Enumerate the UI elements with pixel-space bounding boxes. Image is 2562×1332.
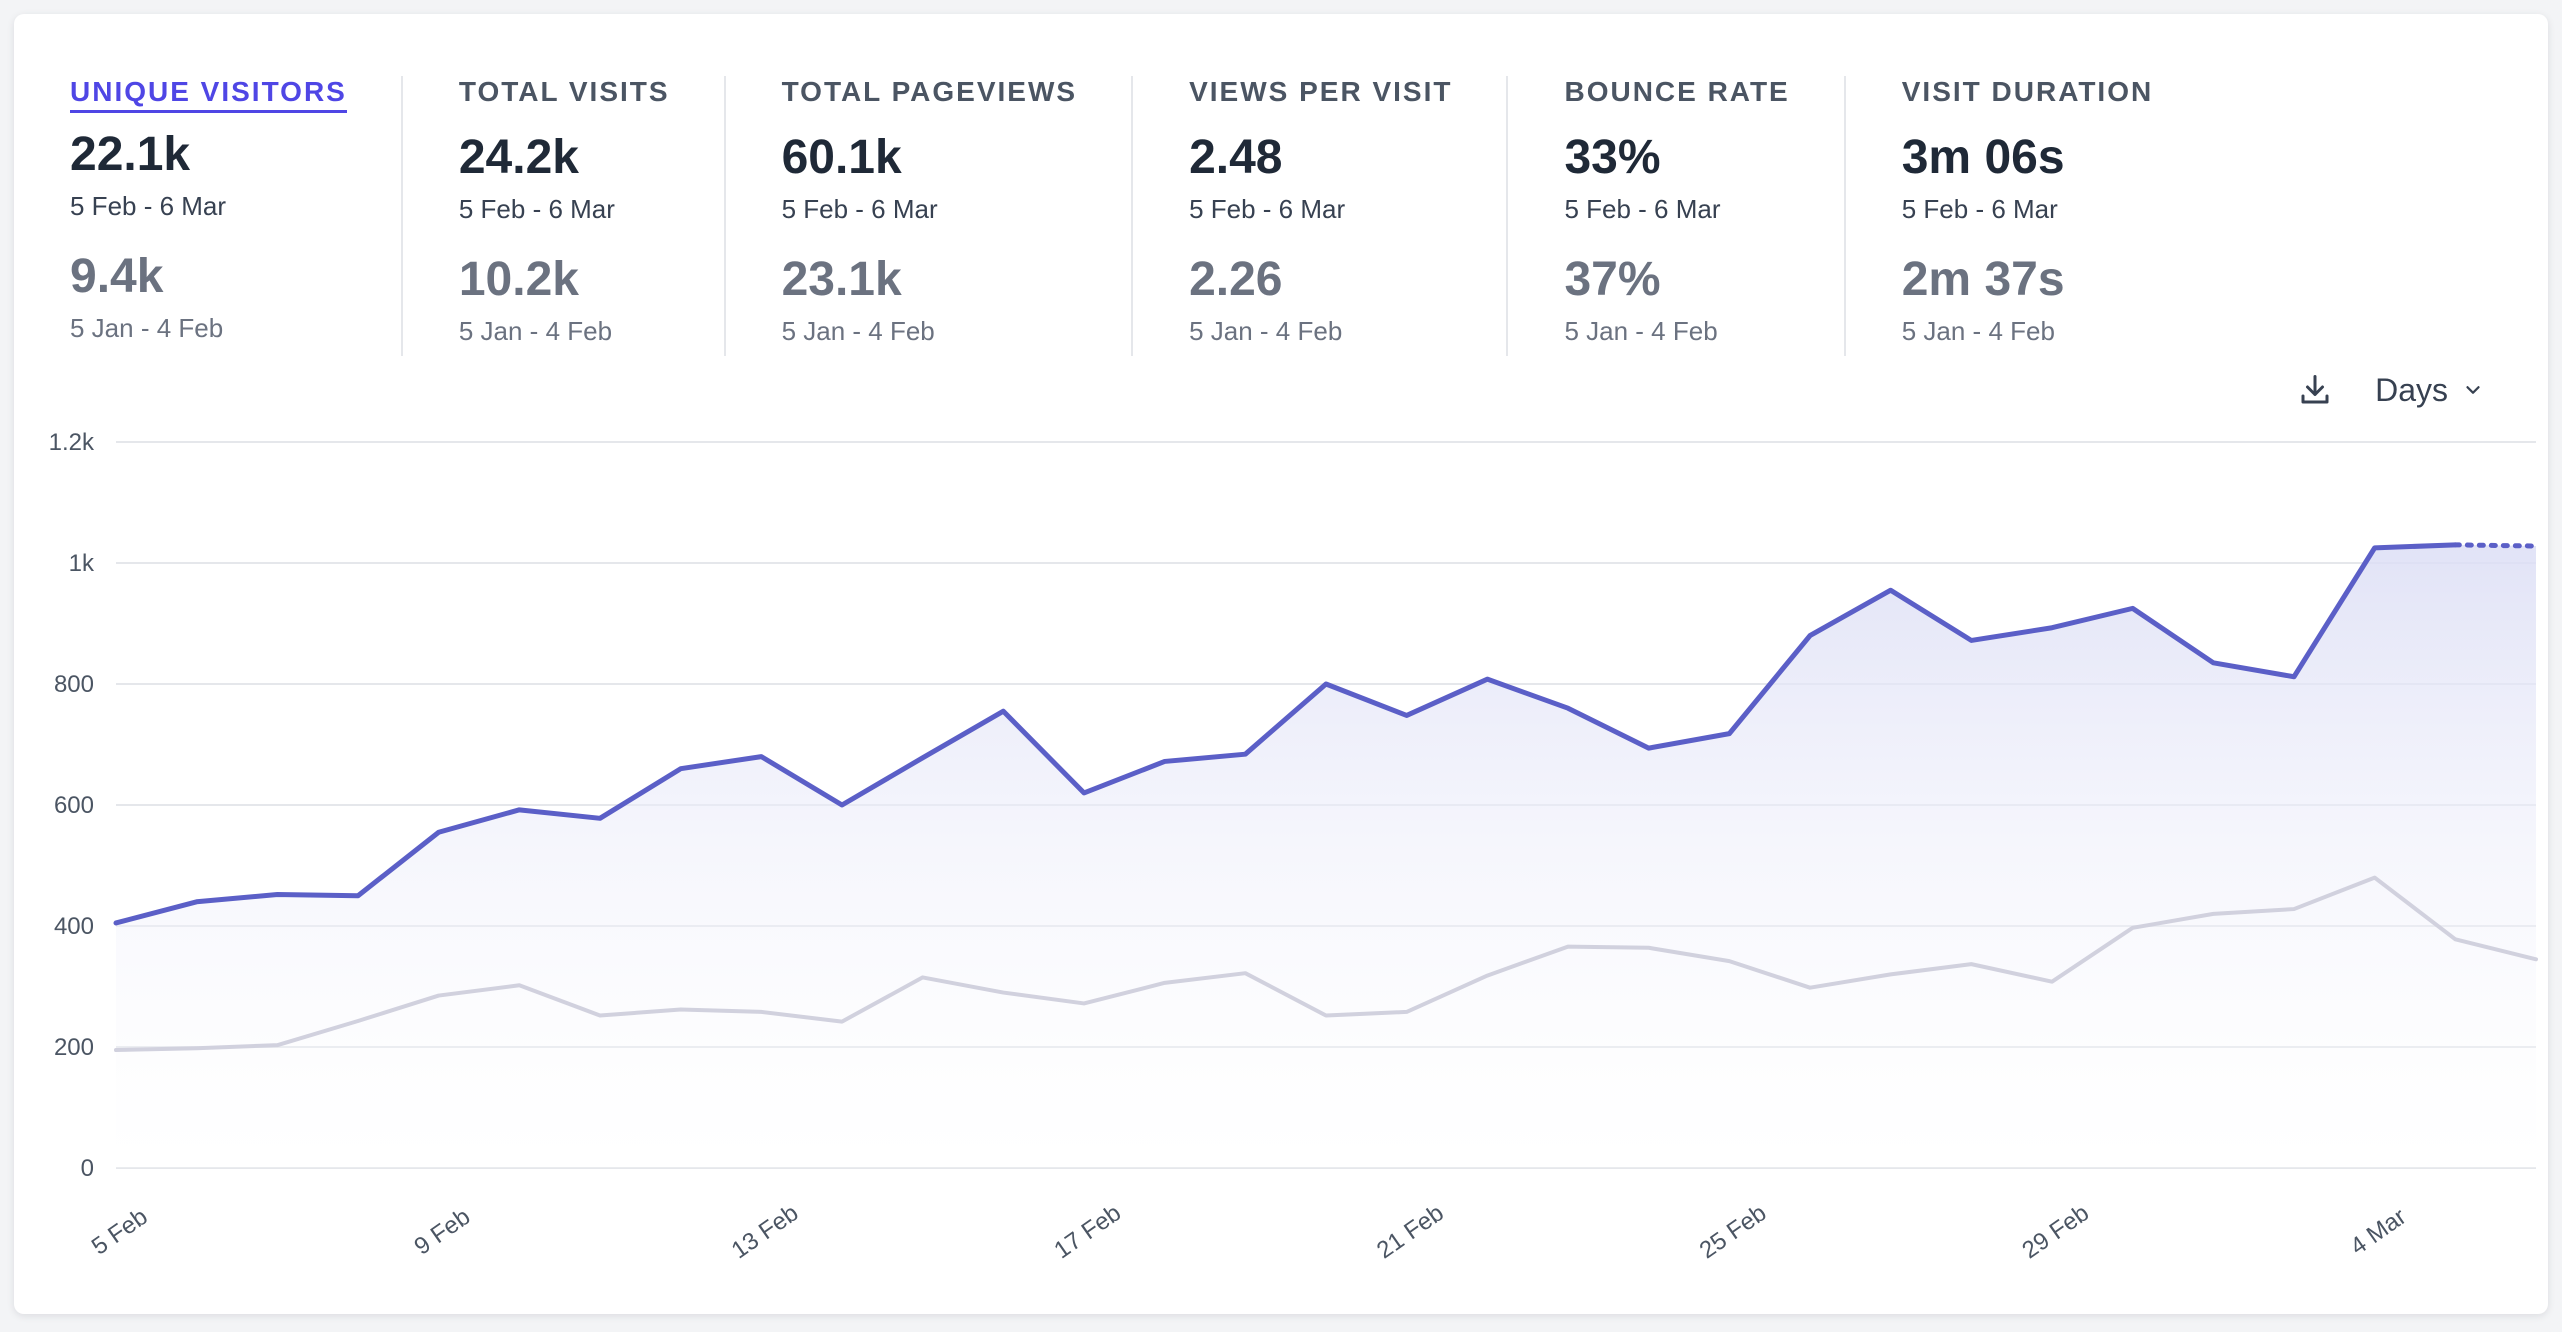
stat-previous-period: 5 Jan - 4 Feb <box>458 316 613 346</box>
stat-value: 60.1k <box>781 131 902 184</box>
stat-previous-value: 23.1k <box>781 253 902 306</box>
stat-period: 5 Feb - 6 Mar <box>458 194 615 224</box>
stat-label: VISIT DURATION <box>1901 76 2154 107</box>
stat-label: TOTAL PAGEVIEWS <box>781 76 1078 107</box>
current-period-line <box>113 542 2458 926</box>
y-tick-label: 600 <box>54 792 94 819</box>
stat-previous-value: 37% <box>1564 253 1661 306</box>
stat-value: 2.48 <box>1189 131 1283 184</box>
chart-controls: Days <box>2295 370 2484 410</box>
stats-row: UNIQUE VISITORS 22.1k 5 Feb - 6 Mar 9.4k… <box>70 58 2265 358</box>
stat-value: 33% <box>1564 131 1661 184</box>
x-tick-label: 17 Feb <box>1049 1199 1126 1264</box>
chevron-down-icon <box>2466 386 2480 394</box>
stat-period: 5 Feb - 6 Mar <box>1189 194 1346 224</box>
stat-bounce-rate[interactable]: BOUNCE RATE 33% 5 Feb - 6 Mar 37% 5 Jan … <box>1564 58 1847 358</box>
download-button[interactable] <box>2295 370 2335 410</box>
stat-label: VIEWS PER VISIT <box>1189 76 1453 107</box>
x-tick-label: 13 Feb <box>727 1199 804 1264</box>
stat-label: UNIQUE VISITORS <box>70 58 347 113</box>
x-tick-label: 29 Feb <box>2017 1199 2094 1264</box>
stat-period: 5 Feb - 6 Mar <box>1901 194 2058 224</box>
previous-period-line <box>114 875 2538 1053</box>
stat-unique-visitors[interactable]: UNIQUE VISITORS 22.1k 5 Feb - 6 Mar 9.4k… <box>70 58 403 358</box>
stat-previous-value: 9.4k <box>70 250 164 303</box>
dashboard-card: UNIQUE VISITORS 22.1k 5 Feb - 6 Mar 9.4k… <box>14 14 2548 1314</box>
y-tick-label: 400 <box>54 913 94 940</box>
x-tick-label: 25 Feb <box>1695 1199 1772 1264</box>
y-tick-label: 200 <box>54 1034 94 1061</box>
chart-series <box>113 542 2539 1053</box>
stat-value: 3m 06s <box>1901 131 2065 184</box>
visitors-chart: 0 200 400 600 800 1k 1.2k 5 Feb 9 Feb 13 Feb 17 Fe… <box>49 429 2539 1264</box>
interval-label: Days <box>2375 371 2448 408</box>
stat-value: 24.2k <box>458 131 579 184</box>
stat-previous-value: 10.2k <box>458 253 579 306</box>
y-tick-label: 1k <box>69 550 95 577</box>
stat-label: BOUNCE RATE <box>1564 76 1790 107</box>
interval-select[interactable]: Days <box>2375 372 2484 409</box>
stat-previous-period: 5 Jan - 4 Feb <box>1901 316 2055 346</box>
stat-previous-value: 2m 37s <box>1901 253 2065 306</box>
x-tick-label: 21 Feb <box>1372 1199 1449 1264</box>
stat-total-visits[interactable]: TOTAL VISITS 24.2k 5 Feb - 6 Mar 10.2k 5… <box>459 58 726 358</box>
stat-views-per-visit[interactable]: VIEWS PER VISIT 2.48 5 Feb - 6 Mar 2.26 … <box>1189 58 1509 358</box>
x-tick-label: 9 Feb <box>409 1203 475 1260</box>
stat-total-pageviews[interactable]: TOTAL PAGEVIEWS 60.1k 5 Feb - 6 Mar 23.1… <box>782 58 1134 358</box>
x-tick-label: 5 Feb <box>87 1203 153 1260</box>
stat-period: 5 Feb - 6 Mar <box>781 194 938 224</box>
y-tick-label: 1.2k <box>49 429 95 456</box>
stat-period: 5 Feb - 6 Mar <box>70 191 227 221</box>
stat-label: TOTAL VISITS <box>458 76 670 107</box>
stat-visit-duration[interactable]: VISIT DURATION 3m 06s 5 Feb - 6 Mar 2m 3… <box>1902 58 2209 358</box>
stat-previous-period: 5 Jan - 4 Feb <box>781 316 935 346</box>
stat-previous-period: 5 Jan - 4 Feb <box>1189 316 1343 346</box>
download-icon <box>2301 375 2329 404</box>
y-tick-label: 800 <box>54 671 94 698</box>
stat-previous-value: 2.26 <box>1189 253 1283 306</box>
stat-previous-period: 5 Jan - 4 Feb <box>70 313 224 343</box>
stat-previous-period: 5 Jan - 4 Feb <box>1564 316 1718 346</box>
stat-period: 5 Feb - 6 Mar <box>1564 194 1721 224</box>
x-tick-label: 4 Mar <box>2345 1203 2411 1260</box>
y-tick-label: 0 <box>81 1155 94 1182</box>
stat-value: 22.1k <box>70 128 191 181</box>
current-period-incomplete-line <box>2452 542 2539 549</box>
